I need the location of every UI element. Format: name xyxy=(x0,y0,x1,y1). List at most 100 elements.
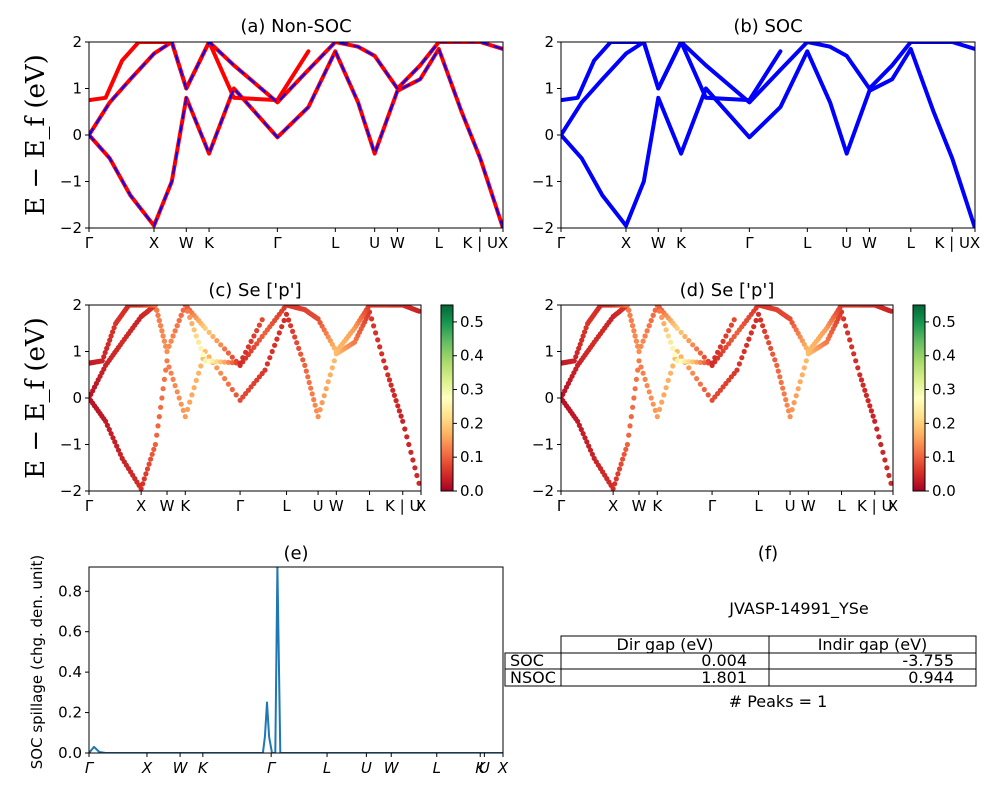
xtick-label-a-1: X xyxy=(149,234,159,252)
scatter-point-c-1-7-4 xyxy=(218,342,224,348)
scatter-point-c-0-1-5 xyxy=(112,439,118,445)
scatter-point-c-1-8-4 xyxy=(248,348,254,354)
scatter-point-c-1-7-3 xyxy=(214,338,220,344)
scatter-point-c-0-15-8 xyxy=(383,365,389,371)
xtick-label-b-7: W xyxy=(862,234,877,252)
scatter-point-d-0-15-1 xyxy=(841,316,847,322)
scatter-point-c-0-7-5 xyxy=(222,376,228,382)
scatter-point-c-0-10-8 xyxy=(300,357,306,363)
scatter-point-d-2-9-3 xyxy=(717,344,724,350)
ytick-label-a-4: 2 xyxy=(72,33,82,51)
scatter-point-d-0-6-0 xyxy=(654,414,660,420)
colorbar-tick-label-d-3: 0.3 xyxy=(932,381,956,399)
scatter-point-c-2-7-8 xyxy=(200,352,206,358)
scatter-point-d-2-1-2 xyxy=(574,349,580,356)
ylabel-middle: E − E_f (eV) xyxy=(21,317,51,479)
band-line-b-1 xyxy=(561,42,975,137)
table-cell-dir: 0.004 xyxy=(701,651,747,670)
xtick-label-e-4: Γ xyxy=(267,759,277,777)
scatter-point-d-2-9-2 xyxy=(715,349,721,355)
scatter-point-d-0-7-4 xyxy=(690,370,696,376)
scatter-point-d-1-8-6 xyxy=(726,341,732,347)
xtick-label-d-9: K | U xyxy=(857,497,892,515)
scatter-point-d-2-9-4 xyxy=(720,338,726,344)
scatter-point-c-0-12-4 xyxy=(323,386,329,392)
scatter-point-d-0-5-3 xyxy=(642,376,648,382)
ytick-label-a-1: −1 xyxy=(60,173,82,191)
scatter-point-d-0-4-4 xyxy=(630,404,636,410)
ytick-label-b-4: 2 xyxy=(544,33,554,51)
scatter-point-c-0-12-1 xyxy=(317,407,323,413)
scatter-point-d-1-7-1 xyxy=(678,329,684,335)
scatter-point-d-0-12-8 xyxy=(803,358,809,364)
scatter-point-c-0-6-3 xyxy=(189,392,195,398)
xtick-label-d-3: K xyxy=(652,497,663,515)
ytick-label-c-3: 1 xyxy=(72,343,82,361)
xtick-label-b-1: X xyxy=(621,234,631,252)
xtick-label-c-7: W xyxy=(329,497,344,515)
ytick-label-a-2: 0 xyxy=(72,126,82,144)
scatter-point-d-2-1-3 xyxy=(576,345,582,351)
ytick-label-e-0: 0.0 xyxy=(58,744,82,762)
scatter-point-c-2-6-7 xyxy=(178,312,184,318)
scatter-point-c-0-1-7 xyxy=(115,447,122,453)
scatter-point-c-0-16-3 xyxy=(390,387,396,393)
scatter-point-c-0-5-1 xyxy=(166,364,172,370)
scatter-point-d-0-10-4 xyxy=(764,334,770,340)
scatter-point-d-0-11-7 xyxy=(784,402,790,408)
scatter-point-d-2-8-2 xyxy=(682,358,688,364)
scatter-point-c-1-7-1 xyxy=(206,329,212,335)
scatter-point-c-0-12-8 xyxy=(331,358,337,364)
ytick-label-e-1: 0.2 xyxy=(58,704,82,722)
scatter-point-c-0-16-4 xyxy=(391,392,397,398)
scatter-point-d-0-15-6 xyxy=(851,351,857,357)
scatter-point-c-0-7-1 xyxy=(206,354,212,360)
scatter-point-d-0-11-1 xyxy=(775,368,781,374)
scatter-point-c-0-16-5 xyxy=(393,398,399,404)
scatter-point-d-2-1-7 xyxy=(582,329,588,335)
xtick-label-e-1: X xyxy=(141,759,153,777)
xtick-label-a-0: Γ xyxy=(85,234,94,252)
scatter-point-d-0-10-6 xyxy=(768,345,774,351)
scatter-point-d-2-8-7 xyxy=(701,360,707,366)
scatter-point-d-0-5-1 xyxy=(638,364,644,370)
scatter-point-d-0-1-4 xyxy=(582,435,588,441)
ytick-label-d-2: 0 xyxy=(544,389,554,407)
scatter-point-c-2-8-7 xyxy=(229,360,235,366)
scatter-point-d-0-1-5 xyxy=(584,439,590,445)
scatter-point-d-2-7-5 xyxy=(665,333,671,339)
scatter-point-d-0-6-2 xyxy=(659,399,665,405)
scatter-point-d-0-10-5 xyxy=(766,340,772,346)
ytick-label-b-3: 1 xyxy=(544,80,554,98)
axes-frame-e xyxy=(88,566,504,754)
scatter-point-c-2-7-0 xyxy=(182,305,188,308)
table-row-label: SOC xyxy=(510,651,544,670)
scatter-point-c-0-4-2 xyxy=(155,423,161,429)
xtick-label-e-10: U xyxy=(479,759,490,777)
scatter-point-c-2-8-2 xyxy=(210,358,216,364)
scatter-point-c-2-1-3 xyxy=(104,345,110,351)
scatter-point-c-0-5-2 xyxy=(168,370,174,376)
scatter-point-d-0-3-5 xyxy=(618,461,624,467)
scatter-point-d-0-16-0 xyxy=(857,372,863,378)
scatter-point-c-0-15-6 xyxy=(379,351,385,357)
scatter-point-d-2-8-1 xyxy=(678,358,684,364)
scatter-point-c-2-6-6 xyxy=(176,317,182,324)
scatter-point-c-2-1-0 xyxy=(99,358,105,364)
scatter-point-c-2-5-3 xyxy=(156,317,162,324)
axes-frame-b xyxy=(560,41,976,229)
scatter-point-d-2-7-0 xyxy=(654,305,660,308)
scatter-point-c-2-1-6 xyxy=(108,333,114,339)
ytick-label-a-0: −2 xyxy=(60,219,82,237)
scatter-point-c-0-10-3 xyxy=(290,328,296,334)
scatter-point-c-0-17-7 xyxy=(414,472,420,479)
scatter-point-c-0-12-2 xyxy=(319,400,325,406)
scatter-point-c-0-3-8 xyxy=(151,446,157,452)
scatter-point-d-2-9-1 xyxy=(712,355,718,361)
scatter-point-c-2-5-5 xyxy=(159,328,165,334)
scatter-point-c-2-1-8 xyxy=(111,325,117,331)
scatter-point-c-1-8-6 xyxy=(254,341,260,347)
scatter-point-d-0-4-2 xyxy=(627,423,633,429)
scatter-point-d-0-1-7 xyxy=(587,447,594,453)
scatter-point-d-0-5-0 xyxy=(636,358,642,364)
